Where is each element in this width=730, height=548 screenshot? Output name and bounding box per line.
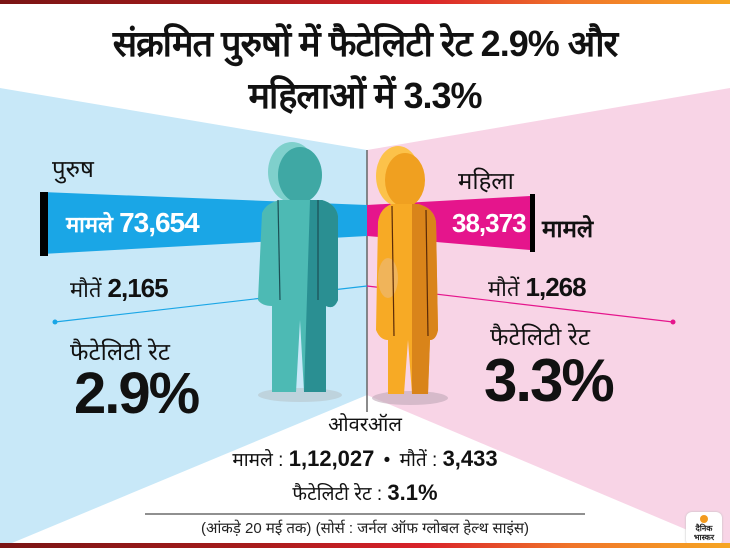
female-deaths: मौतें 1,268 (488, 272, 587, 303)
male-deaths-label: मौतें (70, 277, 102, 302)
male-cases: मामले 73,654 (66, 207, 200, 239)
overall-cases-value: 1,12,027 (288, 446, 375, 471)
female-fatality-label: फैटेलिटी रेट (490, 324, 590, 351)
title-line-2: महिलाओं में 3.3% (248, 75, 482, 116)
overall-fatality: फैटेलिटी रेट : 3.1% (0, 480, 730, 506)
overall-cases-deaths: मामले : 1,12,027 • मौतें : 3,433 (0, 446, 730, 472)
overall-cases-label: मामले : (232, 450, 284, 471)
overall-fatality-label: फैटेलिटी रेट : (292, 484, 383, 505)
female-figure (372, 146, 448, 405)
footer-note: (आंकड़े 20 मई तक) (सोर्स : जर्नल ऑफ ग्लो… (200, 520, 530, 537)
bottom-brand-bar (0, 543, 730, 548)
female-label: महिला (458, 168, 514, 195)
female-fatality-value: 3.3% (484, 347, 615, 414)
male-cases-label: मामले (66, 212, 113, 237)
female-deaths-value: 1,268 (525, 272, 587, 302)
overall-heading: ओवरऑल (328, 414, 402, 436)
female-deaths-dot (670, 319, 676, 325)
female-cases-value: 38,373 (452, 208, 527, 238)
female-deaths-label: मौतें (488, 276, 520, 301)
logo-sun-icon (700, 515, 708, 523)
male-deaths-value: 2,165 (107, 273, 169, 303)
top-brand-bar (0, 0, 730, 4)
logo-text: दैनिक भास्कर (693, 524, 715, 542)
male-fatality-value: 2.9% (74, 361, 200, 426)
title-line-1: संक्रमित पुरुषों में फैटेलिटी रेट 2.9% औ… (112, 23, 619, 64)
overall-fatality-value: 3.1% (387, 480, 438, 505)
overall-deaths-label: मौतें : (399, 450, 438, 471)
male-cases-value: 73,654 (119, 207, 200, 238)
male-band-marker (40, 192, 48, 256)
male-fatality-label: फैटेलिटी रेट (70, 339, 170, 366)
female-band-marker (530, 194, 535, 252)
male-label: पुरुष (52, 156, 94, 183)
overall-separator: • (383, 450, 391, 471)
overall-panel (0, 395, 730, 548)
overall-deaths-value: 3,433 (442, 446, 498, 471)
male-deaths-dot (52, 319, 58, 325)
male-figure (258, 142, 342, 402)
female-cases-label: मामले (542, 216, 594, 243)
dainik-bhaskar-logo: दैनिक भास्कर (686, 512, 722, 546)
male-deaths: मौतें 2,165 (70, 273, 169, 304)
